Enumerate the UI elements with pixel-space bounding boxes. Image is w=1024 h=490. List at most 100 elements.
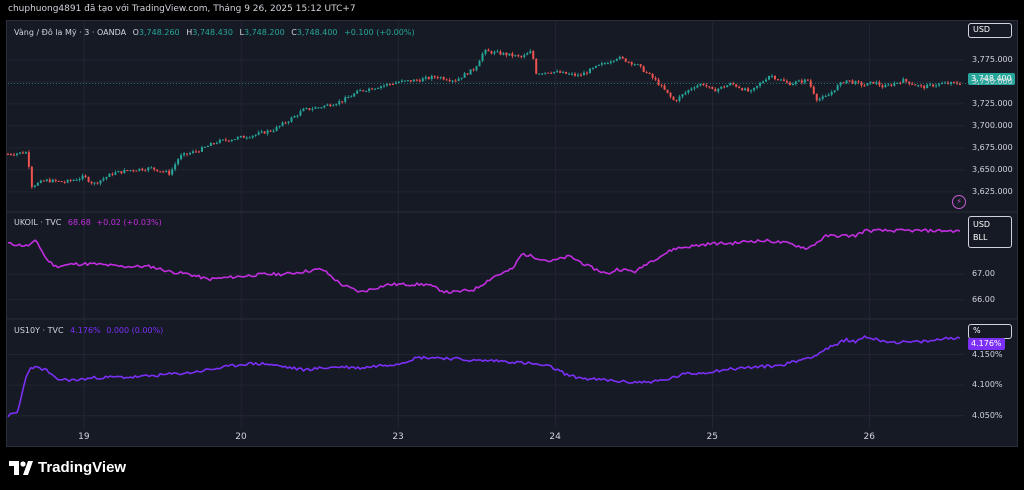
yield-unit-button[interactable]: %: [968, 324, 1012, 339]
candle-body: [815, 93, 818, 101]
candle-body: [260, 131, 263, 133]
candle-body: [257, 132, 260, 135]
candle-body: [529, 51, 532, 54]
oil-unit-button[interactable]: USD BLL: [968, 216, 1012, 248]
gold-last-price-tag: 3,748.400: [968, 73, 1015, 85]
candle-body: [618, 56, 621, 59]
candle-body: [759, 83, 762, 86]
candle-body: [944, 82, 947, 84]
candle-body: [156, 169, 159, 172]
candle-body: [538, 73, 541, 75]
candle-body: [15, 153, 18, 155]
candle-body: [785, 81, 788, 83]
candle-body: [905, 78, 908, 82]
candle-body: [183, 153, 186, 156]
candle-body: [642, 66, 645, 72]
gold-legend: Vàng / Đô la Mỹ · 3 · OANDA O3,748.260 H…: [14, 28, 415, 37]
candle-body: [750, 90, 753, 92]
alert-bolt-icon[interactable]: ⚡: [952, 195, 966, 209]
candle-body: [738, 86, 741, 89]
candle-body: [947, 82, 950, 84]
x-tick-label: 23: [392, 432, 404, 442]
candle-body: [359, 90, 362, 92]
candle-body: [350, 96, 353, 98]
candle-body: [893, 83, 896, 86]
candle-body: [189, 153, 192, 155]
gold-currency-button[interactable]: USD: [968, 23, 1012, 38]
candle-body: [269, 130, 272, 132]
candle-body: [278, 125, 281, 128]
candle-body: [147, 167, 150, 171]
y-tick-label: 3,725.000: [972, 98, 1013, 108]
candle-body: [824, 96, 827, 98]
candle-body: [496, 51, 499, 53]
candle-body: [42, 180, 45, 182]
oil-currency: USD: [973, 220, 991, 229]
candle-body: [481, 53, 484, 61]
candle-body: [708, 86, 711, 88]
candle-body: [84, 175, 87, 178]
candle-body: [320, 107, 323, 109]
candle-body: [854, 81, 857, 84]
chart-frame[interactable]: [6, 20, 1018, 447]
candle-body: [887, 84, 890, 86]
candle-body: [547, 72, 550, 74]
gold-high-label: H: [186, 28, 193, 37]
candle-body: [669, 92, 672, 97]
candle-body: [323, 105, 326, 108]
candle-body: [809, 80, 812, 87]
candle-body: [902, 78, 905, 83]
candle-body: [335, 104, 338, 106]
oil-legend: UKOIL · TVC 68.68 +0.02 (+0.03%): [14, 218, 162, 227]
candle-body: [842, 82, 845, 84]
candle-body: [508, 53, 511, 56]
candle-body: [209, 143, 212, 146]
candle-body: [926, 84, 929, 89]
candle-body: [21, 152, 24, 154]
gold-title: Vàng / Đô la Mỹ · 3 · OANDA: [14, 28, 127, 37]
candle-body: [591, 67, 594, 69]
candle-body: [735, 84, 738, 87]
y-tick-label: 3,700.000: [972, 120, 1013, 130]
chart-caption: chuphuong4891 đã tạo với TradingView.com…: [8, 4, 356, 14]
candle-body: [254, 134, 257, 136]
candle-body: [612, 60, 615, 62]
candle-body: [341, 101, 344, 103]
candle-body: [30, 166, 33, 187]
candle-body: [126, 170, 129, 172]
candle-body: [206, 145, 209, 147]
x-tick-label: 19: [78, 432, 90, 442]
candle-body: [863, 85, 866, 87]
tradingview-logo[interactable]: TradingView: [9, 459, 126, 476]
candle-body: [541, 73, 544, 75]
y-tick-label: 4.050%: [972, 410, 1003, 420]
candle-body: [114, 172, 117, 175]
candle-body: [514, 55, 517, 57]
candle-body: [693, 87, 696, 89]
yield-legend: US10Y · TVC 4.176% 0.000 (0.00%): [14, 326, 163, 335]
candle-body: [806, 79, 809, 81]
ukoil-line: [7, 228, 961, 294]
candle-body: [102, 178, 105, 181]
candle-body: [788, 82, 791, 86]
candle-body: [200, 147, 203, 152]
candle-body: [562, 71, 565, 73]
candle-body: [732, 83, 735, 85]
candle-body: [129, 170, 132, 172]
y-tick-label: 4.100%: [972, 380, 1003, 390]
candle-body: [93, 182, 96, 184]
candle-body: [329, 104, 332, 107]
candle-body: [296, 115, 299, 117]
candle-body: [597, 64, 600, 66]
candle-body: [287, 121, 290, 123]
candle-body: [872, 81, 875, 84]
candle-body: [457, 78, 460, 81]
candle-body: [723, 86, 726, 88]
candle-body: [165, 170, 168, 172]
candle-body: [800, 80, 803, 83]
candle-body: [544, 72, 547, 74]
candle-body: [180, 155, 183, 160]
candle-body: [221, 139, 224, 141]
candle-body: [705, 85, 708, 87]
